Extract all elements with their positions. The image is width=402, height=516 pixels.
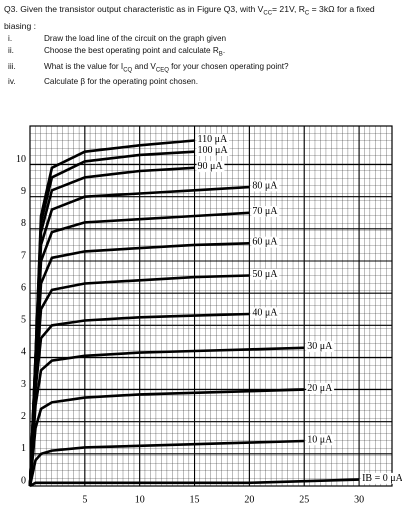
curve-label: 70 μA: [252, 206, 278, 217]
curve-label: 50 μA: [252, 269, 278, 280]
text-run: and V: [132, 61, 156, 71]
label-background: [251, 180, 280, 192]
y-tick-label: 8: [21, 218, 26, 229]
y-tick-label: 0: [21, 475, 26, 486]
y-tick-label: 5: [21, 315, 26, 326]
x-tick-label: 15: [190, 494, 200, 505]
question: Q3. Given the transistor output characte…: [4, 3, 396, 32]
y-tick-label: 9: [21, 186, 26, 197]
curve: [28, 439, 305, 487]
item: iv. Calculate β for the operating point c…: [4, 76, 289, 88]
curve-label: 80 μA: [252, 180, 278, 191]
label-background: [306, 341, 335, 353]
text-run: Choose the best operating point and calc…: [44, 46, 219, 55]
label-background: [196, 161, 225, 173]
item: i. Draw the load line of the circuit on t…: [4, 33, 289, 45]
curve: [28, 346, 305, 487]
curve: [28, 312, 250, 487]
curve-label: 10 μA: [307, 434, 333, 445]
x-tick-label: 5: [82, 494, 87, 505]
item-text: Calculate β for the operating point chos…: [44, 76, 198, 88]
text-run: = 21V, R: [272, 4, 305, 14]
y-tick-label: 3: [21, 379, 26, 390]
item-list: i. Draw the load line of the circuit on t…: [4, 33, 289, 88]
item-text: What is the value for ICQ and VCEQ for y…: [44, 61, 289, 77]
item-marker: ii.: [8, 46, 14, 55]
y-tick-label: 10: [16, 154, 26, 165]
label-background: [196, 133, 230, 145]
label-background: [361, 472, 402, 484]
label-background: [251, 268, 280, 280]
curve-label: IB = 0 μA: [362, 473, 402, 484]
x-tick-label: 25: [299, 494, 309, 505]
subscript: CEQ: [155, 67, 169, 74]
curve-label: 20 μA: [307, 383, 333, 394]
item: ii. Choose the best operating point and c…: [4, 45, 289, 61]
x-tick-label: 10: [135, 494, 145, 505]
subscript: C: [304, 10, 310, 17]
subscript: CQ: [123, 67, 133, 74]
curve: [28, 274, 250, 487]
curve-label: 60 μA: [252, 237, 278, 248]
subscript: CC: [263, 10, 273, 17]
item-text: Draw the load line of the circuit on the…: [44, 33, 226, 45]
item-marker: iii.: [8, 61, 16, 71]
text-run: Calculate β for the operating point chos…: [44, 77, 198, 87]
y-tick-label: 4: [21, 347, 26, 358]
curve-label: 30 μA: [307, 341, 333, 352]
text-run: What is the value for I: [44, 61, 124, 71]
label-background: [196, 145, 230, 157]
curve: [28, 388, 305, 487]
text-run: Q3. Given the transistor output characte…: [4, 4, 264, 14]
label-background: [306, 382, 335, 394]
y-tick-label: 1: [21, 443, 26, 454]
y-tick-label: 2: [21, 411, 26, 422]
grid-background: [29, 125, 393, 487]
x-tick-label: 20: [244, 494, 254, 505]
label-background: [251, 206, 280, 218]
subscript: B: [218, 51, 223, 58]
item-marker: i.: [8, 34, 13, 43]
x-tick-label: 30: [354, 494, 364, 505]
item-marker: iv.: [8, 77, 16, 87]
text-run: = 3kΩ for a fixed biasing :: [4, 4, 375, 31]
curve-label: 40 μA: [252, 307, 278, 318]
label-background: [251, 236, 280, 248]
y-tick-label: 7: [21, 250, 26, 261]
y-tick-label: 6: [21, 282, 26, 293]
text-run: Draw the load line of the circuit on the…: [44, 34, 227, 43]
text-run: .: [222, 46, 226, 55]
label-background: [306, 434, 335, 446]
curve-label: 90 μA: [198, 161, 224, 172]
item: iii. What is the value for ICQ and VCEQ f…: [4, 61, 289, 77]
label-background: [251, 307, 280, 319]
curve-label: 110 μA: [198, 134, 228, 145]
curve-label: 100 μA: [198, 145, 229, 156]
text-run: for your chosen operating point?: [168, 61, 289, 71]
item-text: Choose the best operating point and calc…: [44, 45, 225, 61]
curve: [29, 478, 360, 488]
